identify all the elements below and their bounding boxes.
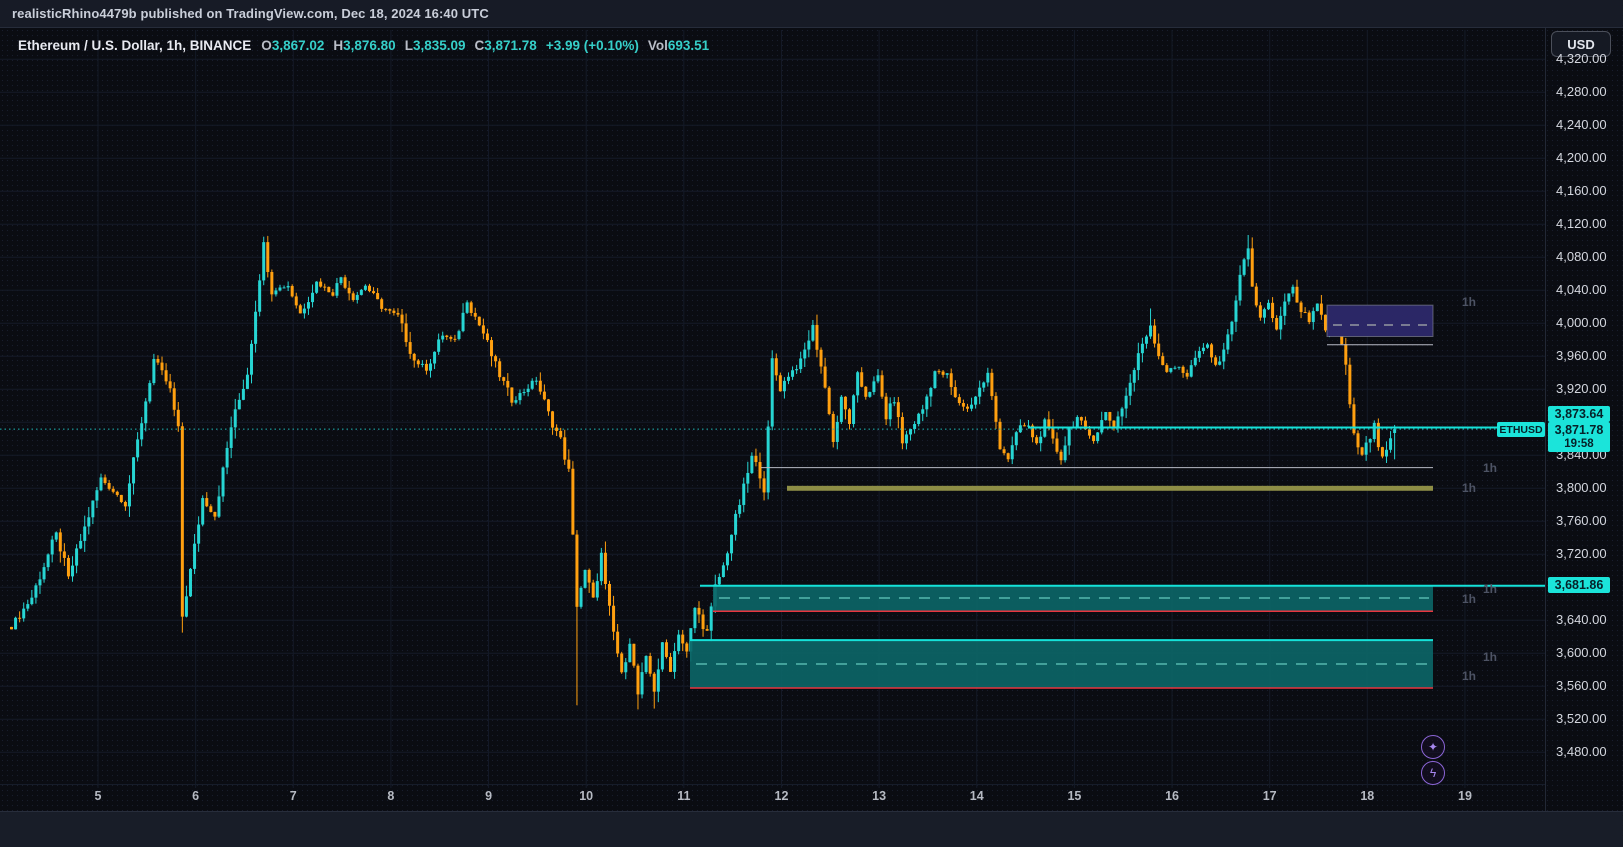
demand-teal-1 [713, 585, 1433, 612]
time-scale-label: 8 [387, 789, 395, 803]
sparkle-icon: ✦ [1427, 740, 1439, 754]
zone-timeframe-tag: 1h [1483, 582, 1498, 596]
price-scale-tick: 4,240.00 [1556, 117, 1607, 133]
zone-timeframe-tag: 1h [1483, 461, 1498, 475]
price-scale-tick: 4,000.00 [1556, 315, 1607, 331]
zone-timeframe-tag: 1h [1483, 650, 1498, 664]
time-scale-label: 18 [1360, 789, 1375, 803]
time-scale-label: 13 [872, 789, 887, 803]
time-scale-label: 6 [192, 789, 200, 803]
price-scale-divider [1545, 28, 1546, 811]
legend-value: +3.99 (+0.10%) [545, 37, 639, 53]
time-scale-label: 19 [1458, 789, 1472, 803]
current-price-label: 3,871.78 19:58 [1548, 422, 1610, 452]
band-olive [787, 485, 1433, 491]
zone-timeframe-tag: 1h [1462, 481, 1477, 495]
zone-drawings[interactable] [0, 304, 1545, 689]
legend-value: Vol693.51 [647, 37, 710, 53]
time-scale-label: 14 [969, 789, 984, 803]
price-scale-tick: 3,520.00 [1556, 711, 1607, 727]
zone-timeframe-tag: 1h [1462, 669, 1477, 683]
symbol-title: Ethereum / U.S. Dollar, 1h, BINANCE [18, 37, 252, 53]
price-scale-tick: 3,600.00 [1556, 645, 1607, 661]
bar-countdown: 19:58 [1564, 438, 1594, 450]
price-scale-tick: 3,800.00 [1556, 480, 1607, 496]
price-scale-tick: 4,120.00 [1556, 216, 1607, 232]
candles-layer [10, 235, 1397, 710]
time-scale-label: 16 [1165, 789, 1179, 803]
publisher-text: realisticRhino4479b published on Trading… [12, 6, 489, 21]
ohlc-values: O3,867.02 H3,876.80 L3,835.09 C3,871.78 +3.9… [261, 38, 718, 53]
symbol-legend: Ethereum / U.S. Dollar, 1h, BINANCE O3,8… [18, 36, 718, 54]
time-scale[interactable]: 5 6 7 8 9 10 11 12 13 14 15 16 17 18 19 [0, 785, 1545, 811]
time-scale-label: 15 [1067, 789, 1082, 803]
price-scale-tick: 4,320.00 [1556, 51, 1607, 67]
supply-navy [1326, 304, 1434, 337]
price-scale-tick: 3,640.00 [1556, 612, 1607, 628]
lightning-button[interactable]: ϟ [1421, 761, 1445, 785]
price-scale-tick: 4,160.00 [1556, 183, 1607, 199]
price-scale-tick: 4,040.00 [1556, 282, 1607, 298]
time-scale-label: 11 [677, 789, 691, 803]
zone-timeframe-tag: 1h [1462, 592, 1477, 606]
time-scale-label: 7 [289, 789, 297, 803]
lightning-icon: ϟ [1429, 766, 1437, 780]
price-scale-tick: 4,080.00 [1556, 249, 1607, 265]
time-scale-label: 10 [579, 789, 594, 803]
line-price-label: 3,873.64 [1548, 406, 1610, 422]
footer-bar: TradingView @Et-Zeruel [0, 811, 1623, 847]
zone-timeframe-tag: 1h [1462, 295, 1477, 309]
publisher-bar: realisticRhino4479b published on Trading… [0, 0, 1623, 28]
legend-value: O3,867.02 [261, 37, 325, 53]
price-scale-tick: 3,960.00 [1556, 348, 1607, 364]
price-scale-tick: 3,560.00 [1556, 678, 1607, 694]
price-scale-tick: 3,920.00 [1556, 381, 1607, 397]
currency-button[interactable]: USD [1551, 31, 1611, 57]
price-scale-tick: 3,480.00 [1556, 744, 1607, 760]
level-price-label: 3,681.86 [1548, 577, 1610, 593]
time-scale-label: 5 [94, 789, 102, 803]
time-scale-divider [0, 784, 1545, 785]
price-scale[interactable]: USD 4,320.00 4,280.00 4,240.00 4,200.00 4,16… [1546, 28, 1623, 811]
time-scale-label: 9 [485, 789, 493, 803]
price-scale-tick: 3,760.00 [1556, 513, 1607, 529]
time-scale-label: 12 [774, 789, 789, 803]
symbol-price-tag: ETHUSD [1497, 422, 1545, 437]
price-scale-tick: 3,720.00 [1556, 546, 1607, 562]
legend-value: C3,871.78 [474, 37, 537, 53]
legend-value: L3,835.09 [404, 37, 466, 53]
price-scale-tick: 4,200.00 [1556, 150, 1607, 166]
price-scale-tick: 4,280.00 [1556, 84, 1607, 100]
legend-value: H3,876.80 [333, 37, 396, 53]
sparkle-button[interactable]: ✦ [1421, 735, 1445, 759]
time-scale-label: 17 [1262, 789, 1277, 803]
